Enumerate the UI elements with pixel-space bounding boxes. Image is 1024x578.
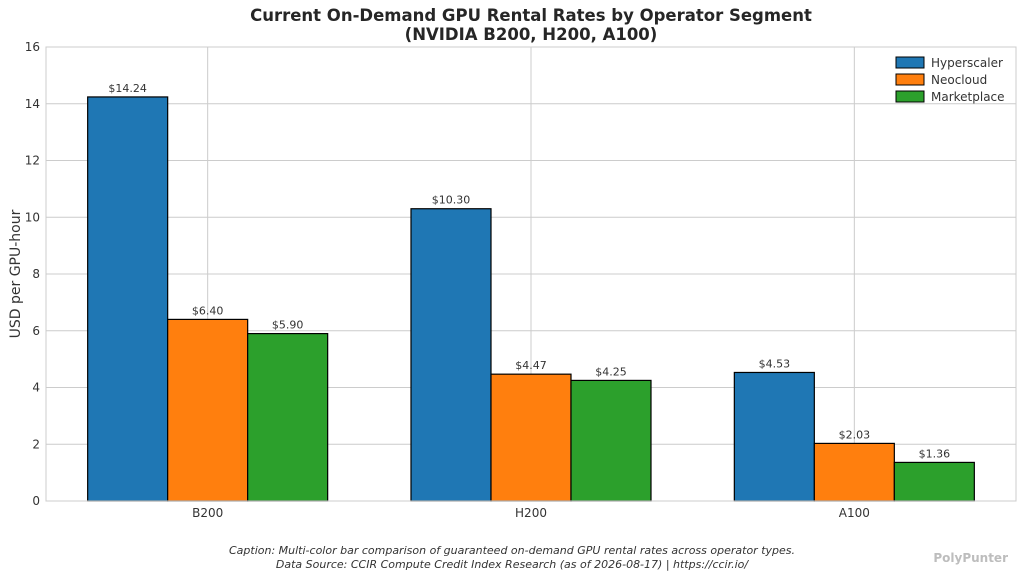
bars: $14.24 $6.40 $5.90 $10.30 $4.47 $4.25 $4.53 $2.… bbox=[87, 82, 975, 502]
x-tick-label: H200 bbox=[515, 506, 547, 520]
bar-value-label: $4.47 bbox=[515, 359, 547, 372]
y-tick-label: 16 bbox=[25, 40, 40, 54]
y-tick-label: 4 bbox=[32, 381, 40, 395]
y-tick-label: 12 bbox=[25, 154, 40, 168]
bar-marketplace-a100 bbox=[893, 461, 975, 502]
bar-neocloud-a100 bbox=[813, 442, 895, 502]
bar-neocloud-b200 bbox=[167, 318, 249, 502]
y-tick-label: 0 bbox=[32, 494, 40, 508]
caption-line-2: Data Source: CCIR Compute Credit Index R… bbox=[275, 558, 749, 571]
bar-hyperscaler-h200 bbox=[410, 208, 492, 502]
legend: Hyperscaler Neocloud Marketplace bbox=[895, 56, 1005, 104]
bar-value-label: $4.53 bbox=[759, 357, 791, 370]
x-tick-label: B200 bbox=[192, 506, 223, 520]
bar-hyperscaler-b200 bbox=[87, 96, 169, 502]
chart-subtitle: (NVIDIA B200, H200, A100) bbox=[405, 25, 658, 44]
y-tick-label: 10 bbox=[25, 210, 40, 224]
legend-label-marketplace: Marketplace bbox=[931, 90, 1005, 104]
bar-value-label: $2.03 bbox=[839, 428, 871, 441]
bar-value-label: $14.24 bbox=[108, 82, 147, 95]
axes: 0 2 4 6 8 10 12 14 16 B200 H200 A100 bbox=[25, 40, 1017, 520]
caption-line-1: Caption: Multi-color bar comparison of g… bbox=[228, 544, 796, 557]
bar-hyperscaler-a100 bbox=[733, 371, 815, 502]
bar-marketplace-h200 bbox=[570, 379, 652, 502]
bar-value-label: $6.40 bbox=[192, 304, 224, 317]
bar-value-label: $10.30 bbox=[432, 194, 471, 207]
legend-swatch-marketplace bbox=[895, 90, 925, 103]
legend-label-hyperscaler: Hyperscaler bbox=[931, 56, 1003, 70]
watermark: PolyPunter bbox=[933, 551, 1008, 565]
chart-title: Current On-Demand GPU Rental Rates by Op… bbox=[250, 6, 812, 25]
y-tick-label: 14 bbox=[25, 97, 40, 111]
y-axis-label: USD per GPU-hour bbox=[8, 209, 24, 338]
legend-label-neocloud: Neocloud bbox=[931, 73, 987, 87]
y-tick-label: 6 bbox=[32, 324, 40, 338]
bar-value-label: $1.36 bbox=[919, 447, 951, 460]
plot-frame bbox=[45, 46, 1017, 502]
y-tick-label: 8 bbox=[32, 267, 40, 281]
bar-chart: Current On-Demand GPU Rental Rates by Op… bbox=[8, 6, 1017, 520]
bar-value-label: $4.25 bbox=[595, 365, 627, 378]
y-tick-label: 2 bbox=[32, 437, 40, 451]
bar-value-label: $5.90 bbox=[272, 319, 304, 332]
legend-swatch-hyperscaler bbox=[895, 56, 925, 69]
x-tick-label: A100 bbox=[839, 506, 870, 520]
bar-marketplace-b200 bbox=[247, 332, 329, 502]
bar-neocloud-h200 bbox=[490, 373, 572, 502]
legend-swatch-neocloud bbox=[895, 73, 925, 86]
